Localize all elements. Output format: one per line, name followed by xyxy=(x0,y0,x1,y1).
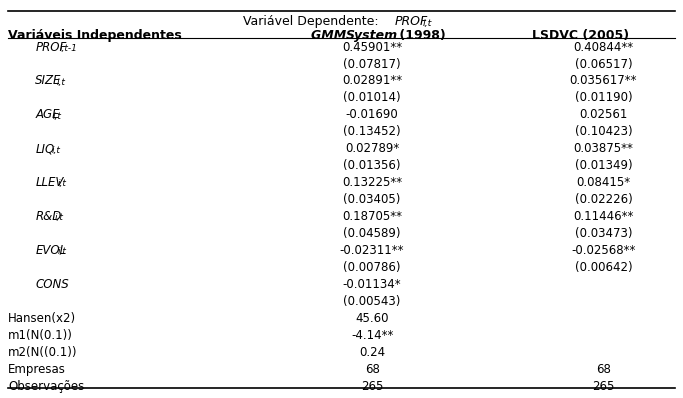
Text: LLEV: LLEV xyxy=(36,176,64,189)
Text: GMM: GMM xyxy=(311,29,350,42)
Text: PROF: PROF xyxy=(395,15,428,28)
Text: 265: 265 xyxy=(361,380,383,393)
Text: 0.02561: 0.02561 xyxy=(579,108,628,121)
Text: (0.03473): (0.03473) xyxy=(574,227,632,240)
Text: (0.13452): (0.13452) xyxy=(344,125,401,139)
Text: 0.02789*: 0.02789* xyxy=(345,142,400,155)
Text: (0.01014): (0.01014) xyxy=(344,92,401,104)
Text: (0.00543): (0.00543) xyxy=(344,295,401,308)
Text: i,t-1: i,t-1 xyxy=(60,44,78,53)
Text: (0.02226): (0.02226) xyxy=(574,193,632,206)
Text: LSDVC (2005): LSDVC (2005) xyxy=(532,29,629,42)
Text: (0.07817): (0.07817) xyxy=(344,58,401,70)
Text: 68: 68 xyxy=(365,363,380,376)
Text: -0.01134*: -0.01134* xyxy=(343,278,402,291)
Text: 0.08415*: 0.08415* xyxy=(576,176,630,189)
Text: 0.035617**: 0.035617** xyxy=(570,74,637,88)
Text: -0.02568**: -0.02568** xyxy=(571,244,636,257)
Text: (0.03405): (0.03405) xyxy=(344,193,401,206)
Text: m2(N((0.1)): m2(N((0.1)) xyxy=(8,346,78,359)
Text: (0.01349): (0.01349) xyxy=(574,159,632,172)
Text: i,t: i,t xyxy=(53,111,62,121)
Text: 0.24: 0.24 xyxy=(359,346,385,359)
Text: R&D: R&D xyxy=(36,210,61,223)
Text: 0.13225**: 0.13225** xyxy=(342,176,402,189)
Text: PROF: PROF xyxy=(36,41,67,54)
Text: Empresas: Empresas xyxy=(8,363,66,376)
Text: (0.00642): (0.00642) xyxy=(574,261,632,274)
Text: 45.60: 45.60 xyxy=(355,312,389,325)
Text: 0.45901**: 0.45901** xyxy=(342,41,402,54)
Text: 265: 265 xyxy=(592,380,615,393)
Text: (1998): (1998) xyxy=(395,29,446,42)
Text: SIZE: SIZE xyxy=(36,74,61,88)
Text: (0.06517): (0.06517) xyxy=(574,58,632,70)
Text: 0.40844**: 0.40844** xyxy=(573,41,633,54)
Text: (0.01356): (0.01356) xyxy=(344,159,401,172)
Text: Variável Dependente:: Variável Dependente: xyxy=(243,15,382,28)
Text: EVOL: EVOL xyxy=(36,244,66,257)
Text: AGE: AGE xyxy=(36,108,60,121)
Text: m1(N(0.1)): m1(N(0.1)) xyxy=(8,329,73,342)
Text: 68: 68 xyxy=(596,363,611,376)
Text: i,t: i,t xyxy=(58,179,67,189)
Text: 0.02891**: 0.02891** xyxy=(342,74,402,88)
Text: -4.14**: -4.14** xyxy=(351,329,393,342)
Text: i,t: i,t xyxy=(55,213,64,222)
Text: i,t: i,t xyxy=(423,19,432,28)
Text: 0.03875**: 0.03875** xyxy=(574,142,633,155)
Text: i,t: i,t xyxy=(58,248,67,256)
Text: (0.00786): (0.00786) xyxy=(344,261,401,274)
Text: (0.04589): (0.04589) xyxy=(344,227,401,240)
Text: -0.02311**: -0.02311** xyxy=(340,244,404,257)
Text: (0.10423): (0.10423) xyxy=(574,125,632,139)
Text: (0.01190): (0.01190) xyxy=(574,92,632,104)
Text: -0.01690: -0.01690 xyxy=(346,108,398,121)
Text: System: System xyxy=(346,29,398,42)
Text: i,t: i,t xyxy=(52,146,61,154)
Text: Hansen(x2): Hansen(x2) xyxy=(8,312,76,325)
Text: Observações: Observações xyxy=(8,380,85,393)
Text: Variáveis Independentes: Variáveis Independentes xyxy=(8,29,182,42)
Text: LIQ: LIQ xyxy=(36,142,55,155)
Text: CONS: CONS xyxy=(36,278,69,291)
Text: 0.18705**: 0.18705** xyxy=(342,210,402,223)
Text: i,t: i,t xyxy=(57,78,66,87)
Text: 0.11446**: 0.11446** xyxy=(573,210,634,223)
